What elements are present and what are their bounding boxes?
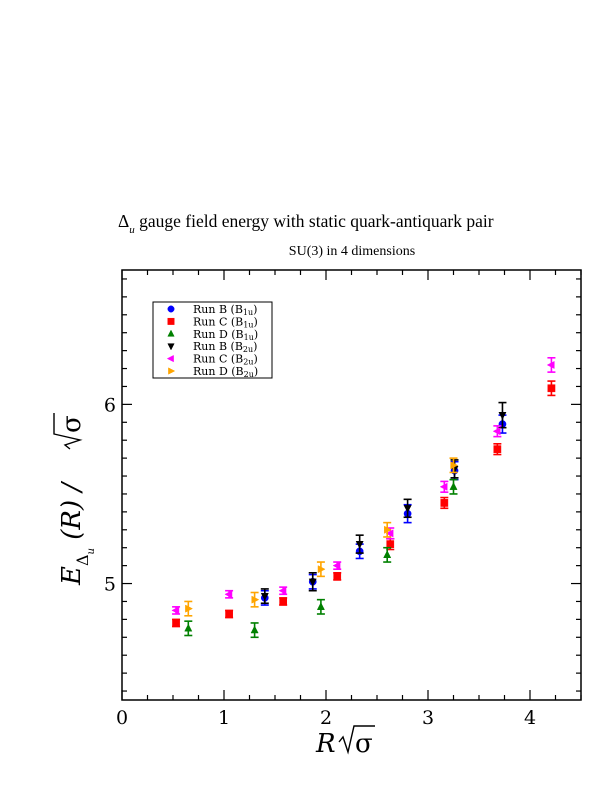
data-point (333, 572, 342, 581)
x-axis-label-sigma: σ (355, 729, 373, 759)
data-point (440, 499, 449, 507)
data-point (317, 565, 326, 574)
x-axis-label-r: R (315, 729, 336, 759)
series-3 (184, 478, 458, 639)
title-rest: gauge field energy with static quark-ant… (135, 211, 494, 231)
data-point (172, 619, 180, 627)
x-tick-label: 1 (218, 707, 230, 729)
y-axis-label: EΔu (R) / σ (53, 413, 97, 586)
legend-item: Run B (B2u) (167, 340, 257, 354)
title-symbol: Δ (118, 211, 129, 231)
data-point (498, 411, 507, 420)
svg-text:EΔu (R) /: EΔu (R) / (57, 481, 97, 586)
data-point (493, 445, 502, 454)
data-point (450, 461, 459, 470)
legend-box (152, 301, 273, 379)
x-tick-label: 3 (422, 707, 434, 729)
x-tick-label: 0 (116, 707, 128, 729)
legend-marker (168, 367, 176, 375)
legend-marker (167, 329, 175, 337)
series-layer (171, 356, 556, 639)
legend-marker (166, 354, 174, 363)
data-point (386, 540, 395, 548)
y-axis-label-e: E (57, 566, 87, 586)
legend-label: Run B (B1u) (193, 303, 257, 317)
legend-item: Run C (B1u) (167, 315, 258, 329)
data-point (439, 482, 448, 491)
series-1 (260, 414, 507, 606)
title-subscript: u (129, 224, 135, 236)
data-point (260, 592, 269, 601)
legend-label: Run C (B2u) (193, 353, 258, 367)
data-point (184, 623, 193, 632)
data-point (546, 360, 555, 369)
legend-label: Run C (B1u) (193, 315, 258, 329)
data-point (279, 597, 288, 606)
legend-marker (167, 343, 175, 351)
data-point (332, 561, 341, 570)
legend-item: Run C (B2u) (166, 353, 258, 367)
legend-label: Run D (B1u) (193, 328, 258, 342)
data-point (449, 482, 458, 490)
data-point (224, 590, 233, 599)
x-axis-label-sqrt-sign (338, 725, 375, 755)
data-point (225, 610, 233, 618)
chart-title: Δu gauge field energy with static quark-… (118, 211, 494, 236)
y-axis-label-mid: (R) / (57, 481, 87, 548)
data-point (547, 384, 556, 393)
series-4 (260, 401, 507, 605)
svg-text:Δu gauge field energy with sta: Δu gauge field energy with static quark-… (118, 211, 494, 236)
series-6 (184, 457, 459, 617)
legend-label: Run D (B2u) (193, 365, 258, 379)
legend-marker (167, 305, 175, 313)
x-axis-label: R σ (315, 725, 375, 759)
data-point (316, 602, 325, 610)
series-5 (171, 356, 556, 615)
y-tick-label: 6 (104, 394, 116, 416)
data-point (250, 625, 259, 634)
legend-item: Run B (B1u) (167, 303, 257, 317)
data-point (385, 529, 394, 538)
data-point (278, 586, 287, 595)
legend: Run B (B1u)Run C (B1u)Run D (B1u)Run B (… (152, 301, 273, 379)
data-point (383, 550, 392, 559)
data-point (251, 595, 260, 604)
y-axis-label-subsub: u (86, 548, 97, 554)
axis-ticks (121, 270, 582, 700)
data-point (384, 525, 392, 534)
x-tick-label: 2 (320, 707, 332, 729)
legend-marker (167, 317, 175, 325)
y-axis-label-sqrt-sign (53, 413, 83, 450)
y-tick-label: 5 (104, 574, 116, 596)
legend-label: Run B (B2u) (193, 340, 257, 354)
data-point (185, 604, 193, 613)
data-point (355, 540, 364, 549)
data-point (492, 427, 501, 436)
y-axis-label-sigma: σ (57, 415, 87, 433)
y-axis-label-sub: Δ (73, 554, 92, 566)
data-point (403, 505, 412, 513)
data-point (171, 606, 180, 615)
data-point (308, 578, 317, 587)
series-2 (172, 380, 556, 628)
axis-tick-labels: 0 1 2 3 4 5 6 (104, 394, 536, 729)
legend-item: Run D (B1u) (167, 328, 258, 342)
chart-subtitle: SU(3) in 4 dimensions (289, 244, 415, 259)
legend-item: Run D (B2u) (168, 365, 258, 379)
x-tick-label: 4 (524, 707, 536, 729)
